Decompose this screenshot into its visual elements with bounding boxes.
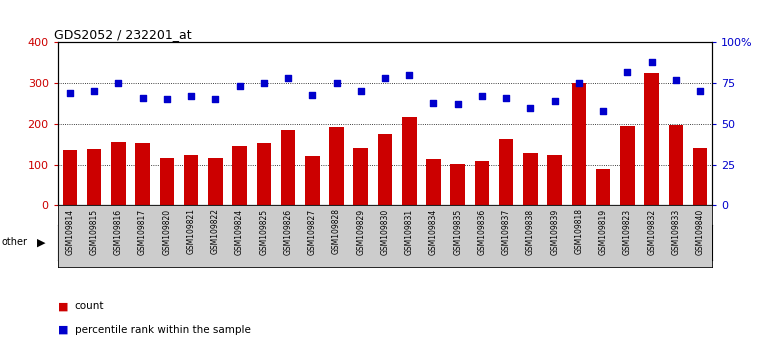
Bar bbox=[427, 159, 440, 205]
Text: other: other bbox=[2, 238, 28, 247]
Bar bbox=[547, 155, 562, 205]
Point bbox=[427, 100, 440, 105]
Text: GSM109830: GSM109830 bbox=[380, 209, 390, 255]
Point bbox=[330, 80, 343, 86]
Bar bbox=[256, 143, 271, 205]
Point bbox=[524, 105, 537, 110]
Point bbox=[64, 90, 76, 96]
Point bbox=[258, 80, 270, 86]
Bar bbox=[378, 134, 392, 205]
Text: count: count bbox=[75, 301, 104, 311]
Bar bbox=[58, 225, 155, 260]
Bar bbox=[499, 139, 514, 205]
Point bbox=[573, 80, 585, 86]
Text: GSM109829: GSM109829 bbox=[357, 209, 365, 255]
Text: late secretory phase: late secretory phase bbox=[447, 238, 541, 247]
Bar bbox=[450, 164, 465, 205]
Text: GSM109840: GSM109840 bbox=[695, 209, 705, 255]
Bar bbox=[620, 126, 634, 205]
Bar bbox=[402, 116, 417, 205]
Text: GSM109816: GSM109816 bbox=[114, 209, 123, 255]
Bar bbox=[62, 150, 77, 205]
Point bbox=[621, 69, 634, 75]
Point bbox=[233, 84, 246, 89]
Bar bbox=[155, 225, 227, 260]
Text: ■: ■ bbox=[58, 325, 69, 335]
Point bbox=[694, 88, 706, 94]
Bar bbox=[111, 142, 126, 205]
Point bbox=[379, 75, 391, 81]
Text: GDS2052 / 232201_at: GDS2052 / 232201_at bbox=[55, 28, 192, 41]
Point bbox=[500, 95, 512, 101]
Text: GSM109828: GSM109828 bbox=[332, 209, 341, 255]
Text: GSM109817: GSM109817 bbox=[138, 209, 147, 255]
Bar bbox=[474, 161, 489, 205]
Bar bbox=[184, 155, 199, 205]
Bar bbox=[159, 158, 174, 205]
Text: GSM109826: GSM109826 bbox=[283, 209, 293, 255]
Text: GSM109822: GSM109822 bbox=[211, 209, 219, 255]
Text: GSM109815: GSM109815 bbox=[89, 209, 99, 255]
Bar bbox=[208, 158, 223, 205]
Point bbox=[597, 108, 609, 114]
Point bbox=[185, 93, 197, 99]
Text: GSM109831: GSM109831 bbox=[405, 209, 413, 255]
Point bbox=[548, 98, 561, 104]
Bar bbox=[644, 73, 659, 205]
Text: mid secretory phase: mid secretory phase bbox=[278, 238, 371, 247]
Point bbox=[112, 80, 125, 86]
Bar bbox=[353, 148, 368, 205]
Point bbox=[282, 75, 294, 81]
Point bbox=[306, 92, 319, 97]
Text: GSM109819: GSM109819 bbox=[598, 209, 608, 255]
Text: GSM109834: GSM109834 bbox=[429, 209, 438, 255]
Point bbox=[88, 88, 100, 94]
Bar bbox=[281, 130, 296, 205]
Bar bbox=[330, 127, 343, 205]
Point bbox=[403, 72, 415, 78]
Bar bbox=[668, 125, 683, 205]
Text: GSM109814: GSM109814 bbox=[65, 209, 75, 255]
Bar bbox=[571, 83, 586, 205]
Text: GSM109823: GSM109823 bbox=[623, 209, 632, 255]
Bar bbox=[421, 225, 567, 260]
Point bbox=[451, 102, 464, 107]
Bar bbox=[693, 148, 708, 205]
Text: ▶: ▶ bbox=[37, 238, 45, 247]
Bar bbox=[136, 143, 150, 205]
Text: percentile rank within the sample: percentile rank within the sample bbox=[75, 325, 250, 335]
Bar bbox=[305, 156, 320, 205]
Point bbox=[355, 88, 367, 94]
Text: GSM109820: GSM109820 bbox=[162, 209, 172, 255]
Text: GSM109835: GSM109835 bbox=[454, 209, 462, 255]
Bar bbox=[233, 146, 247, 205]
Text: GSM109833: GSM109833 bbox=[671, 209, 681, 255]
Text: proliferative phase: proliferative phase bbox=[63, 238, 149, 247]
Bar bbox=[227, 225, 421, 260]
Text: GSM109825: GSM109825 bbox=[259, 209, 268, 255]
Bar bbox=[87, 149, 102, 205]
Text: ambiguous phase: ambiguous phase bbox=[600, 238, 680, 247]
Point bbox=[161, 97, 173, 102]
Text: early secretory
phase: early secretory phase bbox=[162, 233, 220, 252]
Text: GSM109818: GSM109818 bbox=[574, 209, 584, 255]
Text: GSM109824: GSM109824 bbox=[235, 209, 244, 255]
Text: GSM109839: GSM109839 bbox=[551, 209, 559, 255]
Bar bbox=[596, 169, 611, 205]
Point bbox=[136, 95, 149, 101]
Text: GSM109827: GSM109827 bbox=[308, 209, 316, 255]
Point bbox=[645, 59, 658, 65]
Bar bbox=[523, 153, 537, 205]
Point bbox=[476, 93, 488, 99]
Text: GSM109832: GSM109832 bbox=[647, 209, 656, 255]
Point bbox=[670, 77, 682, 83]
Point bbox=[209, 97, 222, 102]
Text: GSM109837: GSM109837 bbox=[502, 209, 511, 255]
Text: GSM109821: GSM109821 bbox=[186, 209, 196, 255]
Text: GSM109836: GSM109836 bbox=[477, 209, 487, 255]
Text: GSM109838: GSM109838 bbox=[526, 209, 535, 255]
Text: ■: ■ bbox=[58, 301, 69, 311]
Bar bbox=[567, 225, 712, 260]
